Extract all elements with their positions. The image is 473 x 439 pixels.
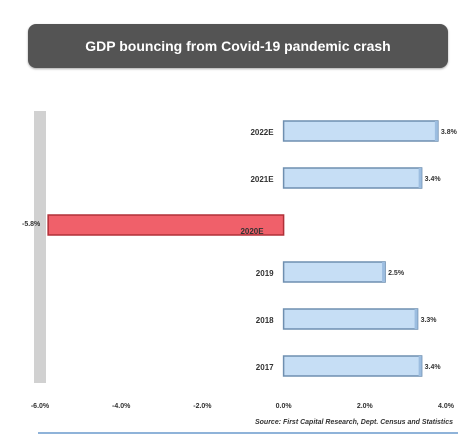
data-label-2017: 3.4% xyxy=(425,364,442,371)
bar-2021E xyxy=(282,167,423,189)
data-label-2019: 2.5% xyxy=(388,270,405,277)
bars-group: 2022E 3.8% 2021E 3.4% 2020E -5.8% 2019 2.5% 2018… xyxy=(22,120,458,377)
bar-cap-2017 xyxy=(418,356,422,376)
bar-2022E xyxy=(282,120,439,142)
bottom-divider xyxy=(38,432,458,434)
category-label-2020E: 2020E xyxy=(240,227,264,236)
bar-2020E xyxy=(47,214,285,236)
category-label-2017: 2017 xyxy=(256,363,274,372)
category-label-2019: 2019 xyxy=(256,269,274,278)
x-tick-label: -2.0% xyxy=(193,403,212,410)
bar-2019 xyxy=(282,261,386,283)
category-label-2018: 2018 xyxy=(256,316,274,325)
bar-cap-2022E xyxy=(434,121,438,141)
axis-band xyxy=(34,111,46,383)
x-tick-label: 2.0% xyxy=(357,403,374,410)
bar-2017 xyxy=(282,355,423,377)
category-label-2021E: 2021E xyxy=(250,175,274,184)
data-label-2020E: -5.8% xyxy=(22,221,41,228)
data-label-2021E: 3.4% xyxy=(425,176,442,183)
chart-title: GDP bouncing from Covid-19 pandemic cras… xyxy=(28,24,448,68)
bar-cap-2021E xyxy=(418,168,422,188)
x-tick-label: -6.0% xyxy=(31,403,50,410)
data-label-2018: 3.3% xyxy=(421,317,438,324)
x-tick-label: 4.0% xyxy=(438,403,455,410)
bar-cap-2018 xyxy=(414,309,418,329)
source-note: Source: First Capital Research, Dept. Ce… xyxy=(255,419,453,426)
x-tick-label: -4.0% xyxy=(112,403,131,410)
x-tick-labels: -6.0% -4.0% -2.0% 0.0% 2.0% 4.0% xyxy=(31,403,455,410)
bar-cap-2019 xyxy=(382,262,386,282)
data-label-2022E: 3.8% xyxy=(441,129,458,136)
category-label-2022E: 2022E xyxy=(250,128,274,137)
bar-2018 xyxy=(282,308,419,330)
x-tick-label: 0.0% xyxy=(276,403,293,410)
